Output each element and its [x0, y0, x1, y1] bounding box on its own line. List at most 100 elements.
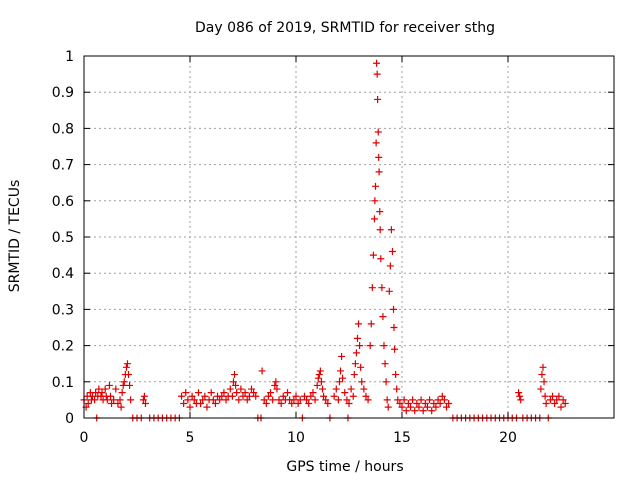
data-point [231, 371, 239, 379]
data-point [207, 389, 215, 397]
data-point [122, 363, 130, 371]
data-point [400, 396, 408, 404]
data-point [438, 392, 446, 400]
data-point [309, 389, 317, 397]
data-point [373, 59, 381, 67]
data-point [116, 396, 124, 404]
data-point [551, 400, 559, 408]
data-point [188, 392, 196, 400]
data-point [338, 352, 346, 360]
data-point [98, 389, 106, 397]
data-point [279, 392, 287, 400]
data-point [258, 367, 266, 375]
data-point [376, 226, 384, 234]
data-point [413, 400, 421, 408]
data-point [538, 371, 546, 379]
y-tick-label: 0.2 [52, 339, 74, 355]
data-point [284, 389, 292, 397]
data-point [123, 360, 131, 368]
data-point [362, 392, 370, 400]
data-point [197, 400, 205, 408]
data-point [235, 396, 243, 404]
data-point [378, 284, 386, 292]
data-point [216, 396, 224, 404]
y-tick-label: 0.8 [52, 121, 74, 137]
data-point [537, 385, 545, 393]
data-point [368, 284, 376, 292]
data-point [370, 215, 378, 223]
data-point [393, 385, 401, 393]
data-point [267, 389, 275, 397]
data-point [379, 313, 387, 321]
data-point [118, 389, 126, 397]
data-point [382, 378, 390, 386]
data-point [311, 396, 319, 404]
data-point [319, 385, 326, 393]
data-point [515, 389, 523, 397]
data-point [559, 396, 567, 404]
data-point [303, 396, 311, 404]
data-point [373, 70, 381, 78]
data-point [320, 392, 328, 400]
data-point [294, 400, 302, 408]
data-point [117, 403, 125, 411]
data-point [350, 371, 358, 379]
data-point [337, 367, 345, 375]
data-point [292, 392, 300, 400]
data-point [322, 396, 330, 404]
data-point [222, 396, 230, 404]
data-point [364, 396, 372, 404]
data-point [351, 360, 359, 368]
data-point [277, 400, 285, 408]
data-point [101, 385, 109, 393]
data-point [432, 403, 440, 411]
data-point [228, 392, 236, 400]
data-point [335, 378, 343, 386]
data-point [232, 381, 240, 389]
data-point [384, 403, 392, 411]
data-point [290, 396, 298, 404]
data-point [377, 255, 385, 263]
y-tick-label: 0.3 [52, 302, 74, 318]
data-point [239, 392, 247, 400]
data-point [415, 403, 423, 411]
data-point [546, 396, 554, 404]
data-point [91, 396, 99, 404]
data-point [443, 403, 451, 411]
data-point [517, 396, 525, 404]
data-point [300, 392, 308, 400]
data-point [313, 381, 321, 389]
data-point [390, 324, 398, 331]
data-point [428, 407, 436, 415]
data-point [417, 396, 425, 404]
data-point [315, 371, 323, 379]
data-point [127, 396, 135, 404]
data-point [125, 371, 133, 379]
data-point [347, 385, 355, 393]
data-point [199, 396, 207, 404]
data-point [404, 400, 412, 408]
data-point [190, 396, 198, 404]
y-tick-label: 0 [65, 411, 74, 427]
data-point [434, 396, 442, 404]
data-point [316, 367, 324, 375]
data-point [376, 208, 384, 216]
data-point [218, 392, 226, 400]
data-point [126, 381, 134, 389]
data-point [394, 396, 402, 404]
data-point [375, 168, 383, 176]
data-point [305, 400, 313, 408]
data-point [237, 385, 245, 393]
data-point [341, 389, 349, 397]
data-point [369, 251, 377, 259]
data-point [549, 392, 557, 400]
data-point [252, 392, 260, 400]
data-point [332, 385, 340, 393]
data-point [203, 403, 211, 411]
data-point [371, 197, 379, 205]
data-point [383, 396, 391, 404]
y-tick-label: 1 [65, 49, 74, 65]
data-point [324, 400, 332, 408]
data-point [426, 396, 434, 404]
